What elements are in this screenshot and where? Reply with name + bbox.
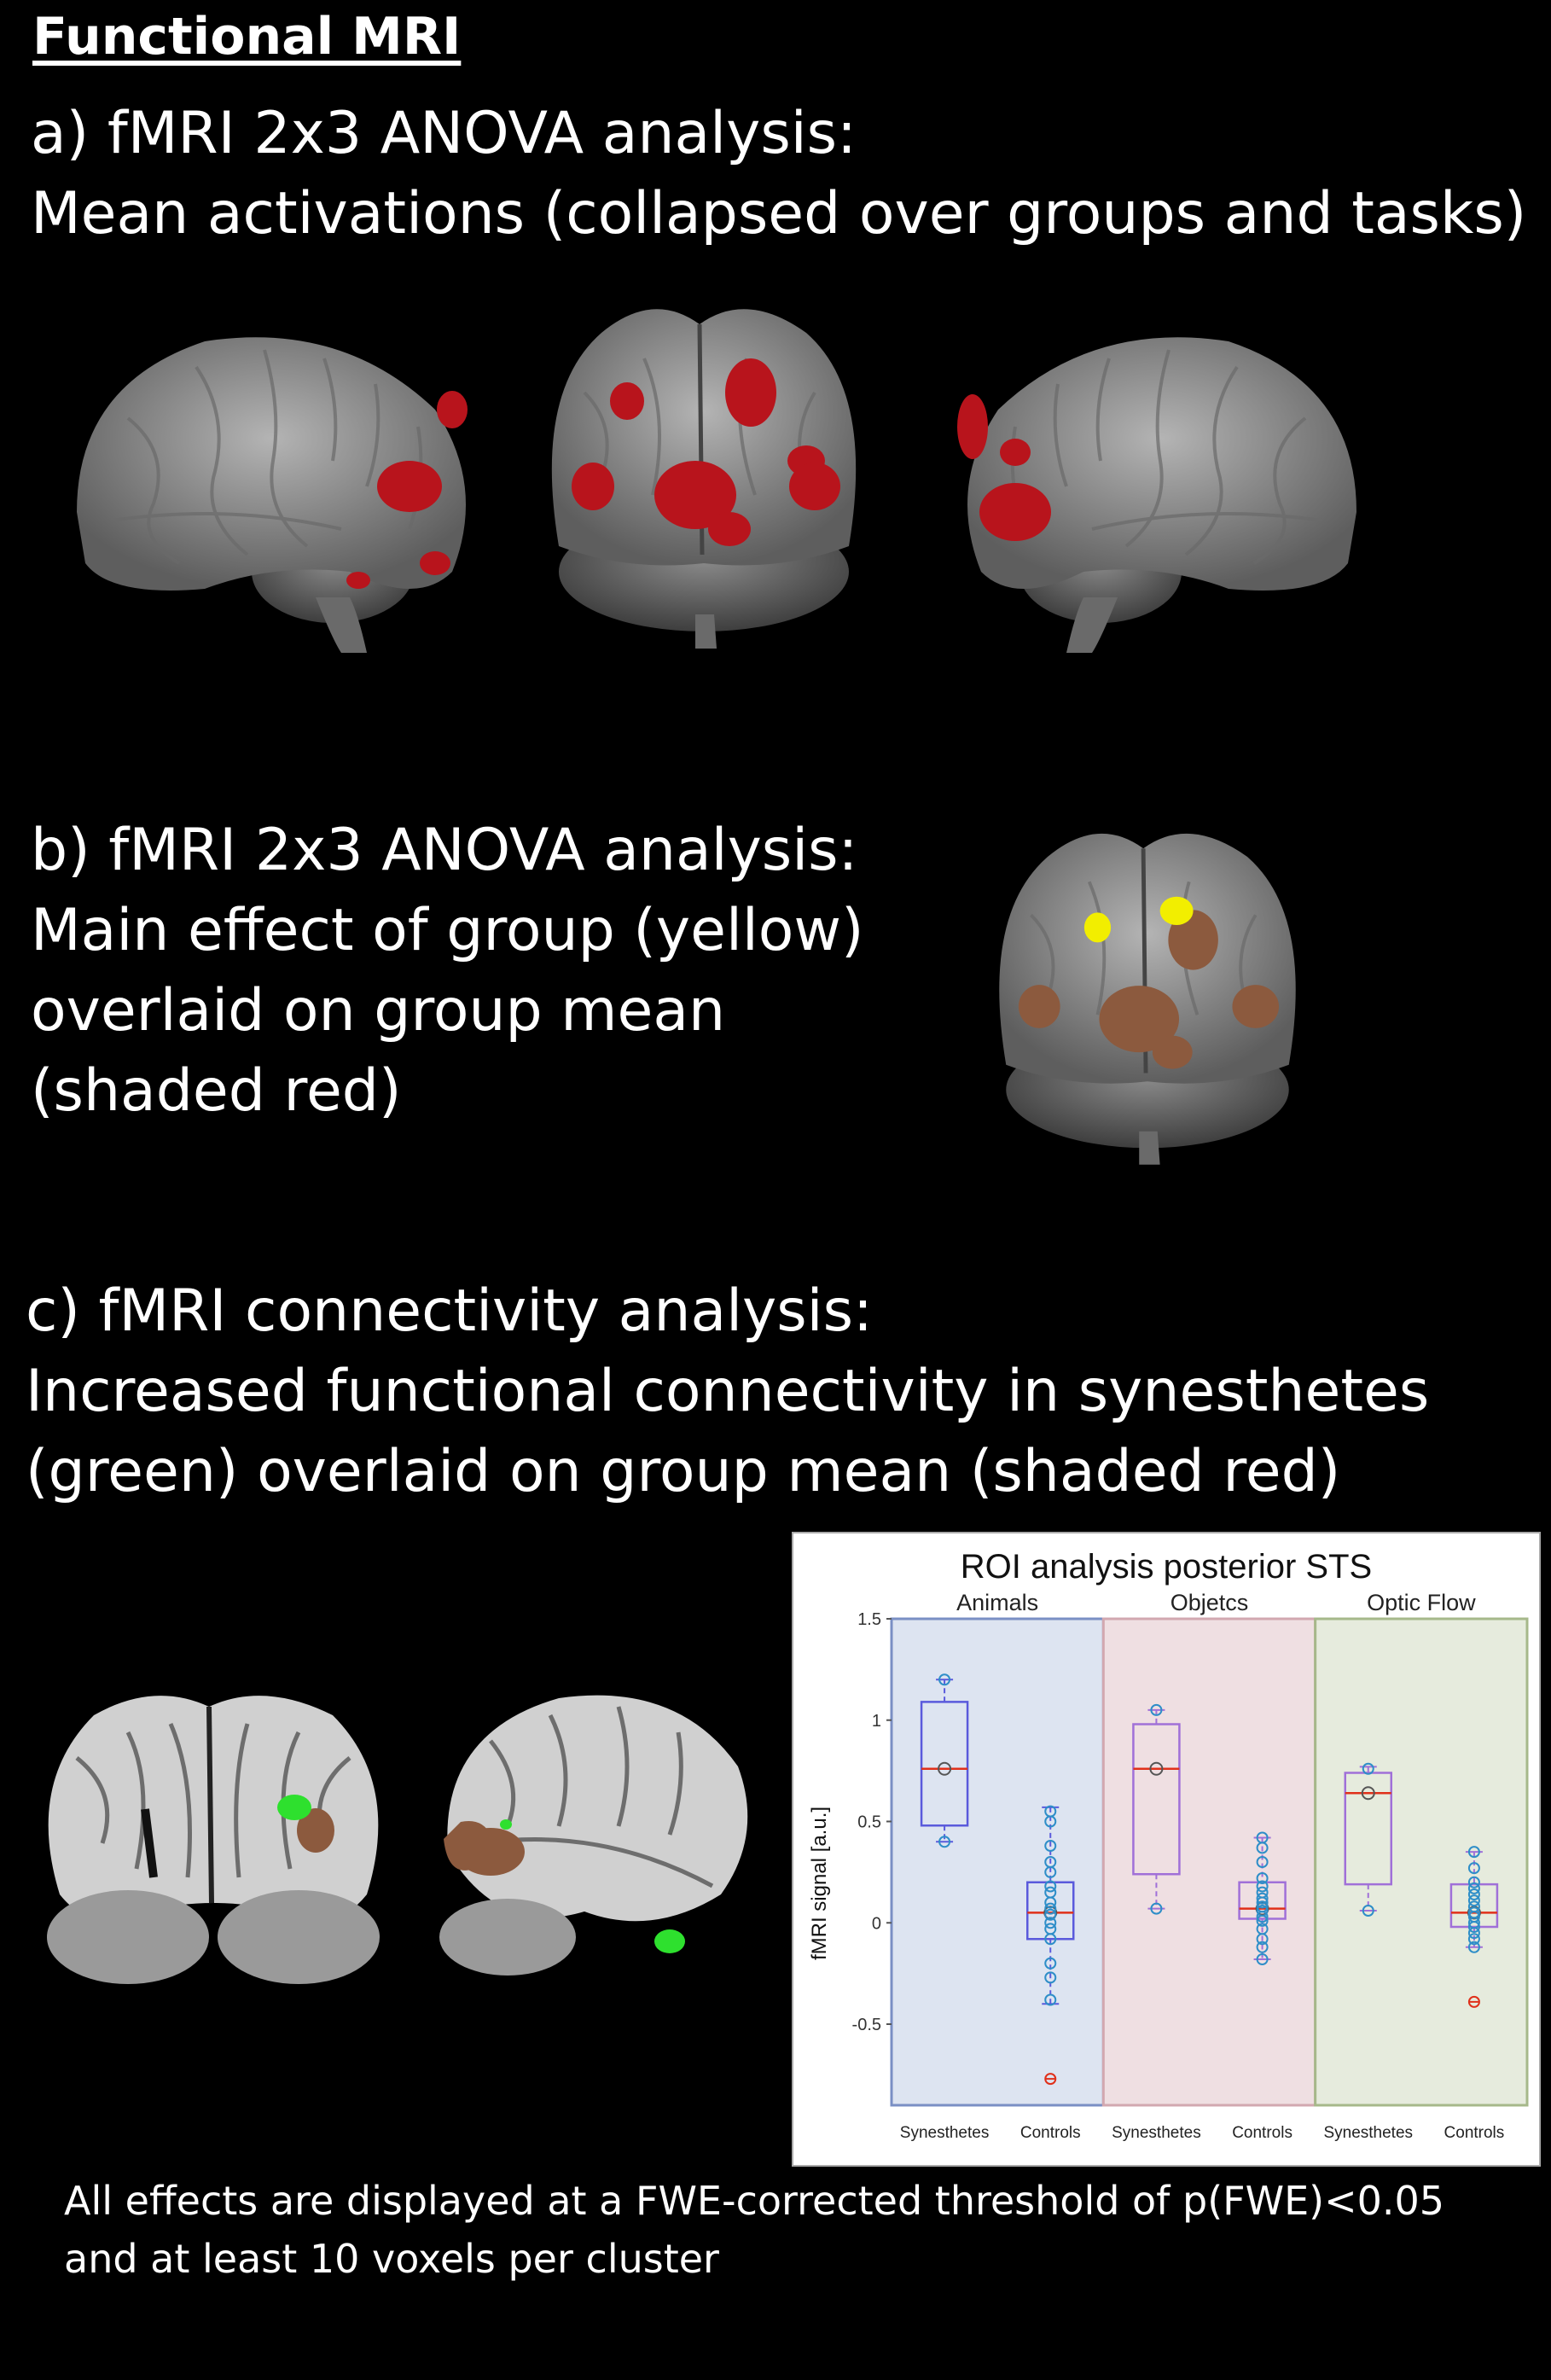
section-c-line3: (green) overlaid on group mean (shaded r… bbox=[26, 1438, 1341, 1505]
box-iqr bbox=[1344, 1772, 1392, 1886]
data-point bbox=[1256, 1842, 1269, 1854]
box-mean-marker bbox=[1361, 1786, 1375, 1801]
data-point bbox=[1467, 1941, 1480, 1953]
page-title: Functional MRI bbox=[32, 7, 462, 67]
data-point bbox=[1256, 1911, 1269, 1923]
data-point bbox=[1044, 1993, 1057, 2006]
chart-y-axis-label: fMRI signal [a.u.] bbox=[808, 1807, 831, 1960]
y-tick-label: 0 bbox=[872, 1914, 881, 1933]
chart-panel-background bbox=[890, 1617, 1105, 2107]
x-tick-label: Synesthetes bbox=[1323, 2124, 1413, 2142]
box-iqr bbox=[1238, 1881, 1287, 1920]
data-point bbox=[1467, 1846, 1480, 1859]
data-point bbox=[1044, 1917, 1057, 1929]
data-point bbox=[1467, 1862, 1480, 1875]
chart-title: ROI analysis posterior STS bbox=[961, 1548, 1372, 1586]
roi-boxplot-chart: ROI analysis posterior STS fMRI signal [… bbox=[808, 1548, 1529, 2142]
data-point bbox=[1256, 1941, 1269, 1953]
brain-posterior-render bbox=[551, 309, 857, 649]
data-point bbox=[1044, 1896, 1057, 1909]
data-point bbox=[1150, 1902, 1163, 1915]
section-b-line1: b) fMRI 2x3 ANOVA analysis: bbox=[31, 817, 858, 884]
box-iqr bbox=[1449, 1882, 1499, 1929]
footnote-line2: and at least 10 voxels per cluster bbox=[64, 2236, 719, 2282]
y-tick-label: 0.5 bbox=[857, 1813, 881, 1832]
y-tick-label: -0.5 bbox=[852, 2016, 881, 2034]
data-point bbox=[938, 1836, 951, 1848]
box-mean-marker bbox=[1149, 1761, 1164, 1776]
data-point bbox=[1467, 1921, 1480, 1933]
y-tick-label: 1.5 bbox=[857, 1610, 881, 1629]
data-point bbox=[1256, 1933, 1269, 1946]
data-point bbox=[1044, 1865, 1057, 1878]
section-c-caption: c) fMRI connectivity analysis: Increased… bbox=[26, 1271, 1429, 1512]
brain-sagittal-slice bbox=[439, 1695, 748, 1976]
data-point bbox=[1044, 1908, 1057, 1921]
data-point bbox=[1467, 1882, 1480, 1894]
section-b-line2: Main effect of group (yellow) bbox=[31, 897, 864, 964]
x-tick-label: Synesthetes bbox=[1112, 2124, 1201, 2142]
data-point bbox=[1467, 1876, 1480, 1888]
brain-lateral-left-render bbox=[77, 337, 468, 653]
data-point bbox=[938, 1673, 951, 1686]
y-tick-label: 1 bbox=[872, 1712, 881, 1731]
x-tick-label: Controls bbox=[1444, 2124, 1505, 2142]
section-a-line1: a) fMRI 2x3 ANOVA analysis: bbox=[31, 100, 857, 167]
section-a-caption: a) fMRI 2x3 ANOVA analysis: Mean activat… bbox=[31, 94, 1526, 254]
data-point bbox=[1256, 1896, 1269, 1909]
box-iqr bbox=[1132, 1723, 1181, 1876]
data-point bbox=[1256, 1872, 1269, 1884]
box-iqr bbox=[1026, 1881, 1075, 1941]
brain-lateral-right-render bbox=[957, 337, 1356, 653]
data-point bbox=[1044, 1840, 1057, 1852]
brain-group-effect-render bbox=[999, 833, 1296, 1165]
section-b-line3: overlaid on group mean bbox=[31, 977, 726, 1045]
section-b-line4: (shaded red) bbox=[31, 1057, 402, 1125]
data-point bbox=[1044, 1880, 1057, 1893]
data-point bbox=[1467, 1933, 1480, 1946]
data-point bbox=[1362, 1905, 1374, 1917]
chart-panel-label: Animals bbox=[956, 1590, 1038, 1615]
chart-panel-label: Objetcs bbox=[1171, 1590, 1249, 1615]
data-point bbox=[1467, 1894, 1480, 1907]
data-point bbox=[1150, 1703, 1163, 1716]
x-tick-label: Controls bbox=[1232, 2124, 1292, 2142]
section-c-line2: Increased functional connectivity in syn… bbox=[26, 1358, 1430, 1425]
data-point bbox=[1256, 1856, 1269, 1868]
chart-panel-background bbox=[1101, 1617, 1317, 2107]
data-point bbox=[1044, 1933, 1057, 1946]
data-point bbox=[1362, 1762, 1374, 1775]
data-point bbox=[1256, 1880, 1269, 1893]
roi-chart-panel: ROI analysis posterior STS fMRI signal [… bbox=[792, 1532, 1541, 2167]
data-point bbox=[1256, 1953, 1269, 1965]
data-point bbox=[1044, 1902, 1057, 1915]
data-point bbox=[1256, 1914, 1269, 1927]
data-point bbox=[1256, 1892, 1269, 1905]
box-mean-marker bbox=[1255, 1901, 1269, 1916]
footnote-line1: All effects are displayed at a FWE-corre… bbox=[64, 2178, 1445, 2224]
data-point bbox=[1467, 1888, 1480, 1900]
footnote: All effects are displayed at a FWE-corre… bbox=[64, 2172, 1444, 2288]
brain-coronal-slice bbox=[47, 1696, 380, 1984]
box-mean-marker bbox=[938, 1761, 952, 1776]
box-mean-marker bbox=[1043, 1906, 1058, 1920]
section-c-line1: c) fMRI connectivity analysis: bbox=[26, 1277, 873, 1345]
chart-panel-background bbox=[1314, 1617, 1529, 2107]
box-iqr bbox=[920, 1701, 969, 1827]
data-point bbox=[1467, 1927, 1480, 1940]
x-tick-label: Synesthetes bbox=[900, 2124, 990, 2142]
x-tick-label: Controls bbox=[1020, 2124, 1081, 2142]
chart-panel-label: Optic Flow bbox=[1367, 1590, 1476, 1615]
section-a-line2: Mean activations (collapsed over groups … bbox=[31, 180, 1527, 247]
data-point bbox=[1044, 1957, 1057, 1970]
data-point bbox=[1044, 1971, 1057, 1984]
section-b-caption: b) fMRI 2x3 ANOVA analysis: Main effect … bbox=[31, 811, 864, 1132]
data-point bbox=[1044, 1815, 1057, 1828]
